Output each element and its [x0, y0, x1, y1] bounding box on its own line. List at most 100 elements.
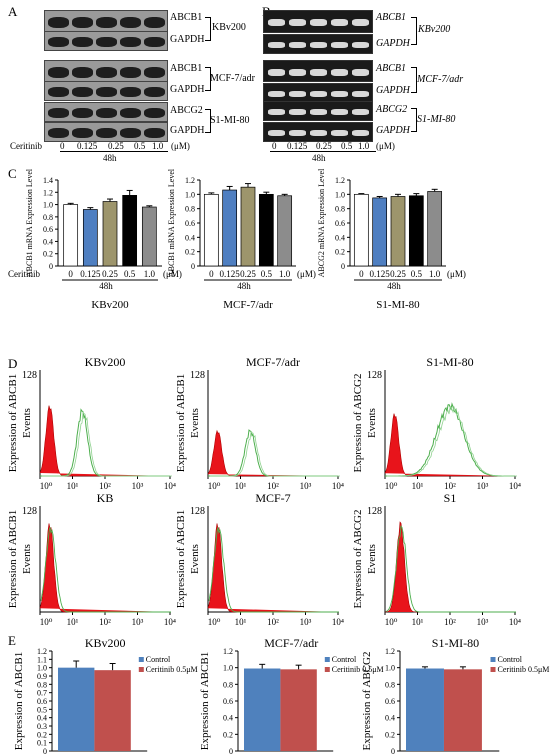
blot-band	[96, 37, 117, 47]
events-label: Events	[366, 544, 378, 574]
y-tick-label: 0	[229, 747, 233, 756]
x-tick-label: 10³	[477, 617, 489, 627]
gel-b-dose-2: 0.25	[316, 141, 332, 151]
blot-strip	[44, 10, 168, 32]
blot-strip	[44, 31, 168, 51]
y-axis-label: ABCB1 mRNA Expression Level	[25, 168, 34, 277]
blot-band	[144, 37, 165, 47]
blot-strip	[44, 102, 168, 122]
x-tick-label: 10⁴	[332, 617, 344, 627]
histogram-title: S1-MI-80	[426, 356, 473, 369]
gel-b-group-s1mi80: S1-MI-80	[417, 114, 456, 125]
events-label: Events	[189, 408, 201, 438]
y-tick-label: 128	[367, 370, 382, 381]
gel-band	[310, 109, 327, 116]
blot-a-group-mcf7adr: MCF-7/adr	[210, 73, 255, 84]
y-tick-label: 0.6	[335, 219, 345, 228]
gel-band	[310, 91, 327, 98]
blot-band	[48, 16, 69, 28]
bracket	[205, 17, 211, 41]
y-axis-label: Expression of ABCB1	[175, 374, 187, 472]
gel-band	[331, 68, 348, 76]
treated-histogram	[40, 408, 170, 477]
legend-treated: Ceritinib 0.5μM	[498, 665, 550, 674]
gel-band	[289, 130, 306, 137]
gel-strip	[263, 10, 373, 33]
gel-band	[352, 91, 369, 98]
gel-band	[310, 19, 327, 27]
gel-b-label-5: GAPDH	[376, 125, 410, 136]
gel-band	[310, 68, 327, 76]
panel-e-expression-charts: KBv20000.10.20.30.40.50.60.70.80.91.01.1…	[13, 636, 550, 756]
gel-band	[289, 68, 306, 76]
x-tick-label: 10²	[444, 617, 456, 627]
gel-band	[310, 42, 327, 49]
blot-a-dose-1: 0.125	[77, 141, 98, 151]
y-tick-label: 1.4	[43, 176, 53, 185]
legend-swatch-control	[490, 657, 496, 662]
bar	[63, 204, 79, 267]
x-tick-label: 10⁴	[332, 481, 344, 491]
gel-band	[268, 109, 285, 116]
chart-title: S1-MI-80	[376, 299, 420, 311]
y-axis-label: ABCG2 mRNA Expression Level	[317, 168, 326, 277]
gel-band	[331, 109, 348, 116]
blot-band	[96, 66, 117, 78]
x-tick-label: 10⁰	[385, 617, 398, 627]
y-tick-label: 0.2	[385, 730, 395, 739]
dose-label: 0.5	[124, 269, 136, 279]
y-tick-label: 0	[341, 262, 345, 271]
bracket	[411, 17, 417, 45]
gel-strip	[263, 101, 373, 121]
gel-band	[331, 19, 348, 27]
blot-band	[72, 87, 93, 97]
dose-label: 1.0	[429, 269, 441, 279]
bar	[244, 668, 281, 751]
y-axis-label: Expression of ABCG2	[361, 652, 373, 751]
dose-label: 0.25	[390, 269, 406, 279]
bracket	[205, 109, 211, 133]
gel-band	[352, 68, 369, 76]
chart-title: MCF-7/adr	[223, 299, 273, 311]
x-tick-label: 10³	[132, 481, 144, 491]
events-label: Events	[366, 408, 378, 438]
blot-band	[144, 128, 165, 138]
y-tick-label: 0.3	[37, 722, 47, 731]
y-tick-label: 1.2	[37, 647, 47, 656]
bar	[203, 193, 219, 267]
control-histogram	[384, 413, 515, 477]
y-tick-label: 0	[191, 262, 195, 271]
blot-a-dose-2: 0.25	[108, 141, 124, 151]
blot-band	[72, 66, 93, 78]
bar	[408, 195, 424, 267]
unit-label: (μM)	[297, 269, 316, 279]
y-tick-label: 0.8	[385, 680, 395, 689]
gel-band	[268, 19, 285, 27]
blot-strip	[44, 122, 168, 142]
bar	[94, 670, 131, 751]
gel-band	[352, 109, 369, 116]
legend-swatch-control	[138, 657, 144, 662]
treated-histogram	[210, 431, 340, 477]
x-tick-label: 10¹	[412, 617, 424, 627]
legend-swatch-control	[324, 657, 330, 662]
bracket	[411, 67, 417, 93]
dose-label: 1.0	[144, 269, 156, 279]
control-histogram	[39, 405, 170, 477]
blot-a-dose-3: 0.5	[134, 141, 146, 151]
blot-band	[48, 128, 69, 138]
y-tick-label: 0.6	[223, 697, 233, 706]
gel-b-label-3: GAPDH	[376, 85, 410, 96]
y-tick-label: 0.8	[335, 205, 345, 214]
gel-b-dose-1: 0.125	[287, 141, 308, 151]
dose-label: 0.5	[261, 269, 273, 279]
y-tick-label: 0.2	[37, 730, 47, 739]
gel-band	[310, 130, 327, 137]
gel-b-dose-0: 0	[272, 141, 277, 151]
blot-a-group-s1mi80: S1-MI-80	[210, 115, 250, 126]
y-tick-label: 0.7	[37, 689, 47, 698]
y-tick-label: 1.0	[185, 190, 195, 199]
bar	[280, 669, 317, 751]
gel-band	[331, 130, 348, 137]
legend-treated: Ceritinib 0.5μM	[332, 665, 384, 674]
